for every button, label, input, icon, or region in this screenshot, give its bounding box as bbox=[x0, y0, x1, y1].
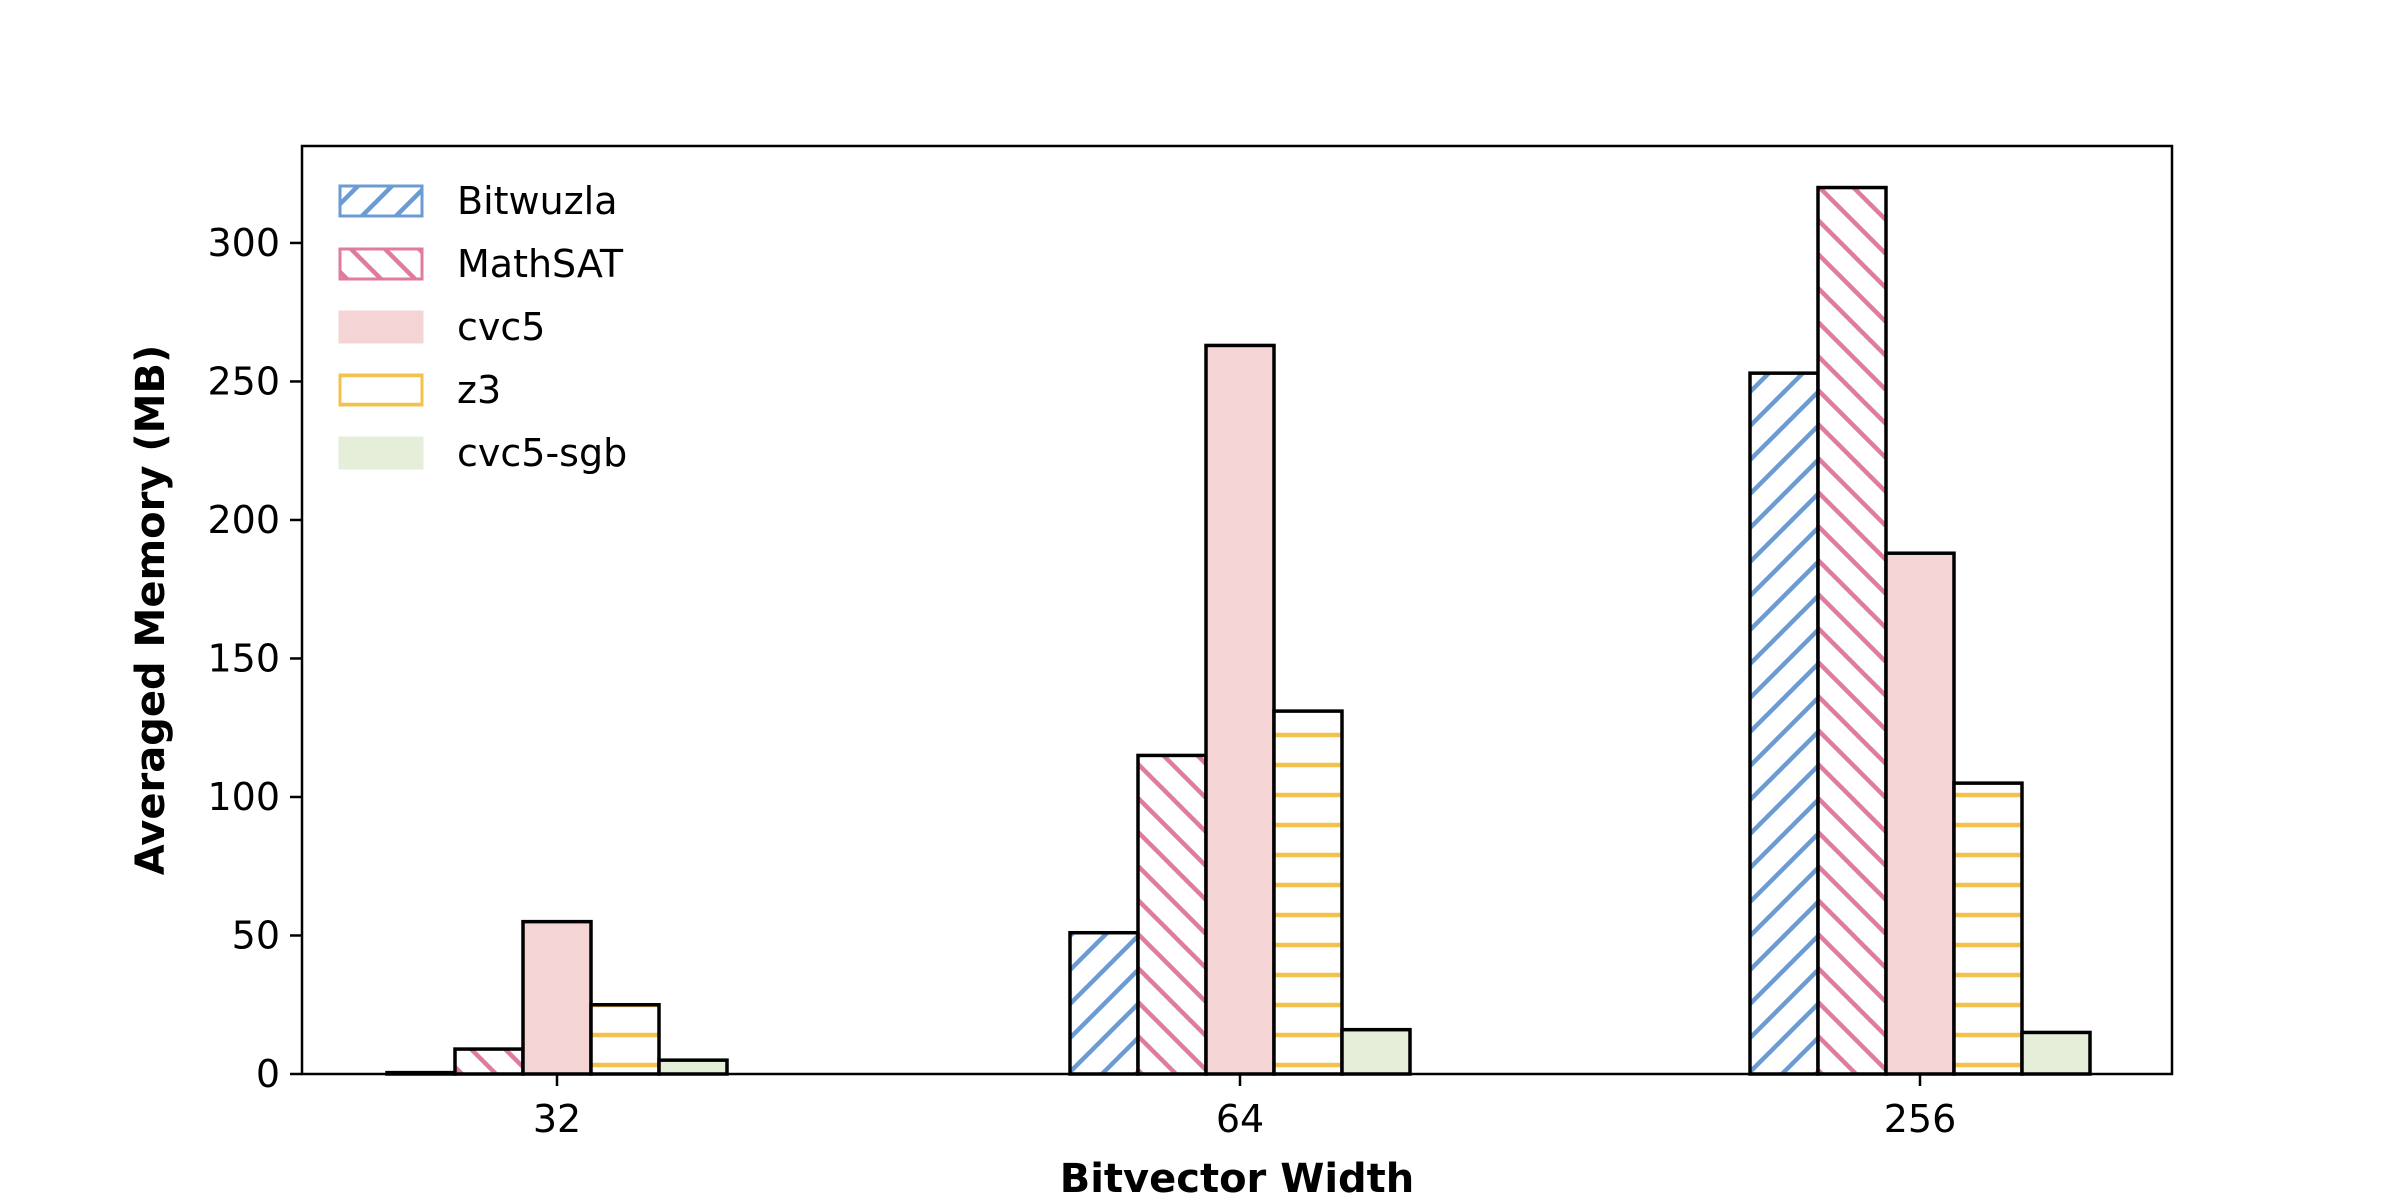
bar-bitwuzla-256 bbox=[1748, 371, 1820, 1076]
plot-frame bbox=[300, 144, 2174, 1076]
bar-cvc5-sgb-256 bbox=[2020, 1030, 2092, 1076]
legend-label: Bitwuzla bbox=[457, 179, 617, 223]
bar-z3-64 bbox=[1272, 709, 1344, 1076]
bar-cvc5-sgb-64 bbox=[1340, 1027, 1412, 1076]
bar-bitwuzla-64 bbox=[1068, 930, 1140, 1076]
legend-swatch bbox=[338, 373, 424, 407]
legend-label: cvc5-sgb bbox=[457, 431, 627, 475]
y-axis-title: Averaged Memory (MB) bbox=[128, 345, 174, 875]
x-tick-label: 64 bbox=[1216, 1097, 1264, 1141]
y-tick-label: 50 bbox=[232, 913, 280, 957]
bar-cvc5-32 bbox=[521, 919, 593, 1076]
x-axis: 32 64 256 bbox=[533, 1074, 1956, 1141]
legend: Bitwuzla MathSAT cvc5 z3 cvc5-sgb bbox=[338, 179, 627, 475]
y-tick-label: 150 bbox=[207, 636, 280, 680]
legend-item-z3: z3 bbox=[338, 368, 501, 412]
y-axis: 0 50 100 150 200 250 300 bbox=[207, 221, 302, 1096]
bars-layer bbox=[385, 185, 2092, 1076]
bar-cvc5-256 bbox=[1884, 551, 1956, 1076]
legend-label: MathSAT bbox=[457, 242, 624, 286]
legend-swatch bbox=[338, 247, 424, 281]
x-axis-title: Bitvector Width bbox=[1060, 1156, 1415, 1200]
x-tick-label: 256 bbox=[1884, 1097, 1957, 1141]
legend-item-cvc5: cvc5 bbox=[338, 305, 545, 349]
y-tick-label: 250 bbox=[207, 359, 280, 403]
y-tick-label: 100 bbox=[207, 775, 280, 819]
bar-cvc5-64 bbox=[1204, 343, 1276, 1076]
y-tick-label: 0 bbox=[256, 1052, 280, 1096]
bar-z3-32 bbox=[589, 1002, 661, 1076]
x-tick-label: 32 bbox=[533, 1097, 581, 1141]
bar-cvc5-sgb-32 bbox=[657, 1058, 729, 1076]
y-tick-label: 200 bbox=[207, 498, 280, 542]
legend-item-mathsat: MathSAT bbox=[338, 242, 624, 286]
legend-swatch bbox=[338, 184, 424, 218]
legend-swatch bbox=[338, 436, 424, 470]
legend-label: z3 bbox=[457, 368, 501, 412]
bar-mathsat-64 bbox=[1136, 753, 1208, 1076]
legend-item-cvc5-sgb: cvc5-sgb bbox=[338, 431, 627, 475]
bar-mathsat-256 bbox=[1816, 185, 1888, 1076]
legend-swatch bbox=[338, 310, 424, 344]
bar-mathsat-32 bbox=[453, 1047, 525, 1076]
y-tick-label: 300 bbox=[207, 221, 280, 265]
legend-item-bitwuzla: Bitwuzla bbox=[338, 179, 617, 223]
bar-z3-256 bbox=[1952, 781, 2024, 1076]
legend-label: cvc5 bbox=[457, 305, 545, 349]
